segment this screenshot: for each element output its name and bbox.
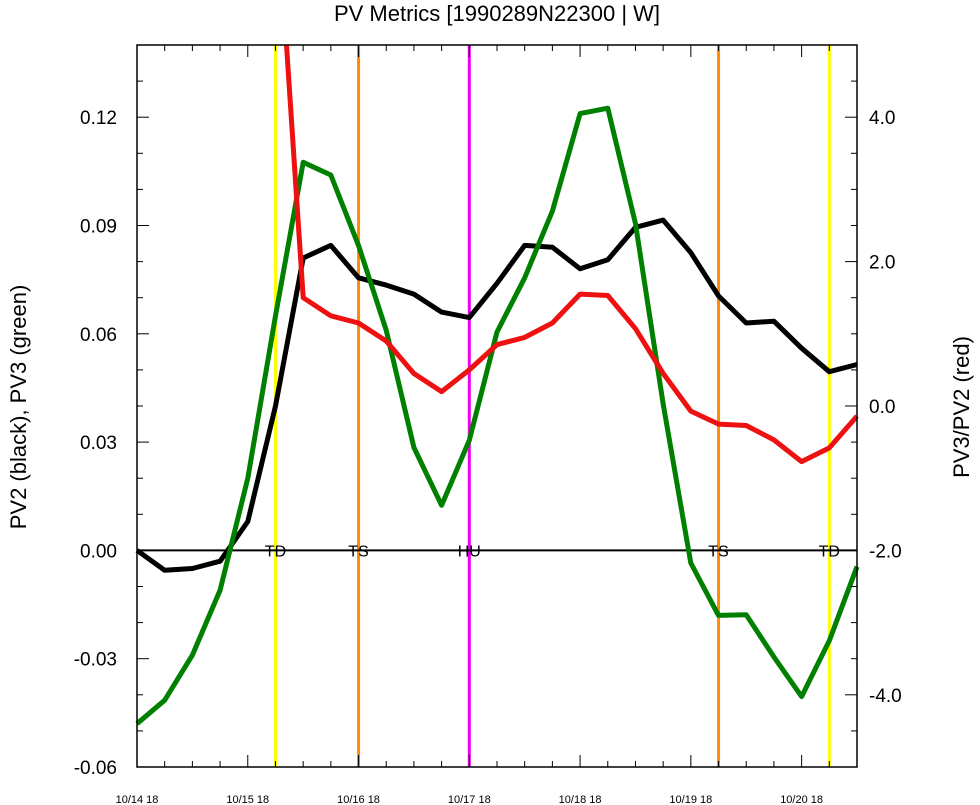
series-line-2: [284, 44, 859, 465]
y-left-tick-label-1: -0.03: [74, 650, 117, 671]
plot-area: [137, 45, 857, 767]
y-right-tick-label-0: -4.0: [869, 686, 902, 707]
x-tick-label-2: 10/16 18: [337, 794, 380, 805]
y-left-tick-label-2: 0.00: [80, 541, 117, 562]
y-axis-right-label: PV3/PV2 (red): [949, 336, 974, 478]
plot-background: [137, 45, 857, 767]
stage-labels: TD TS HU TS TD: [265, 543, 840, 560]
stage-label-td-0: TD: [265, 543, 286, 560]
y-left-tick-label-5: 0.09: [80, 217, 117, 238]
x-tick-label-6: 10/20 18: [780, 794, 823, 805]
y-axis-left-label: PV2 (black), PV3 (green): [6, 285, 31, 530]
x-tick-label-4: 10/18 18: [559, 794, 602, 805]
y-left-tick-label-3: 0.03: [80, 433, 117, 454]
series-line-0: [135, 217, 858, 573]
tick-labels: 10/14 18 10/15 18 10/16 18 10/17 18 10/18 18…: [74, 108, 902, 805]
stage-marker-lines: [273, 45, 831, 767]
series-lines: [135, 44, 860, 726]
y-left-tick-label-6: 0.12: [80, 108, 117, 129]
y-right-tick-label-4: 4.0: [869, 108, 895, 129]
x-tick-label-1: 10/15 18: [226, 794, 269, 805]
x-tick-label-0: 10/14 18: [116, 794, 159, 805]
stage-label-ts-1: TS: [348, 543, 368, 560]
x-tick-label-3: 10/17 18: [448, 794, 491, 805]
y-right-tick-label-2: 0.0: [869, 397, 895, 418]
series-line-1: [135, 105, 860, 726]
stage-label-ts-3: TS: [708, 543, 728, 560]
stage-label-td-4: TD: [819, 543, 840, 560]
y-right-tick-label-3: 2.0: [869, 253, 895, 274]
stage-label-hu-2: HU: [458, 543, 481, 560]
axes: [136, 44, 858, 768]
y-right-tick-label-1: -2.0: [869, 541, 902, 562]
y-left-tick-label-0: -0.06: [74, 758, 117, 779]
x-tick-label-5: 10/19 18: [669, 794, 712, 805]
chart-title: PV Metrics [1990289N22300 | W]: [334, 1, 660, 26]
y-left-tick-label-4: 0.06: [80, 325, 117, 346]
